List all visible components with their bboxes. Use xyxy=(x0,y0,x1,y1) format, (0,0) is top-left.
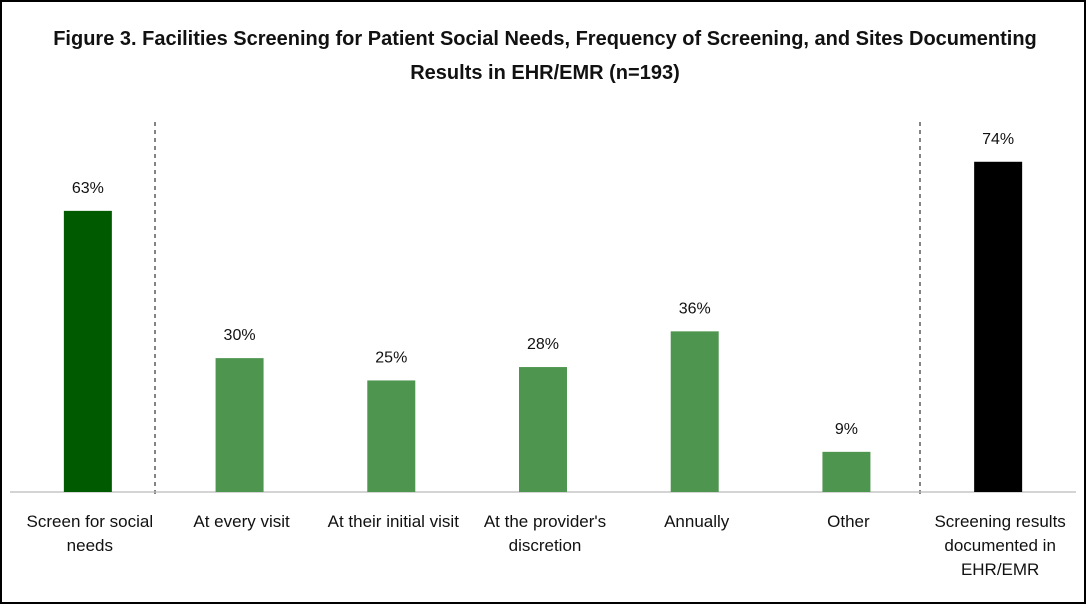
value-label: 30% xyxy=(224,327,256,344)
bar xyxy=(519,367,567,492)
x-tick-label: At every visit xyxy=(193,512,290,531)
chart-title: Figure 3. Facilities Screening for Patie… xyxy=(53,28,1037,84)
x-tick-label: Other xyxy=(827,512,870,531)
bar xyxy=(974,161,1023,492)
x-tick-label: At their initial visit xyxy=(327,512,459,531)
x-tick-label: At the provider's discretion xyxy=(483,512,607,555)
x-tick-label: Screen for social needs xyxy=(26,512,154,555)
bar xyxy=(215,358,264,492)
value-label: 74% xyxy=(982,131,1014,148)
value-label: 9% xyxy=(835,421,858,438)
bar xyxy=(367,380,416,492)
x-tick-label: Screening results documented in EHR/EMR xyxy=(934,512,1066,579)
x-tick-label: Annually xyxy=(664,512,730,531)
bar xyxy=(63,210,112,493)
value-label: 36% xyxy=(679,300,711,317)
value-label: 28% xyxy=(527,336,559,353)
bar xyxy=(670,331,719,492)
value-label: 63% xyxy=(72,180,104,197)
bar xyxy=(822,451,871,492)
value-label: 25% xyxy=(375,349,407,366)
